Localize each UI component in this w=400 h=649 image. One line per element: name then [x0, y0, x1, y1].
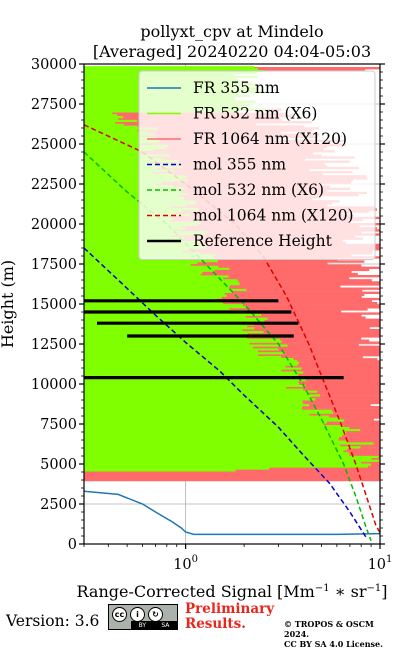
- y-tick-label: 10000: [31, 377, 77, 393]
- legend-box: [138, 70, 376, 260]
- y-tick-label: 25000: [31, 137, 77, 153]
- series-lines: [84, 124, 380, 542]
- y-tick-label: 17500: [31, 257, 77, 273]
- cc-sa-text: SA: [161, 621, 170, 629]
- cc-license-badge[interactable]: cc i ↻ BY SA: [108, 604, 178, 630]
- y-tick-label: 5000: [40, 457, 77, 473]
- preliminary-line-1: Preliminary: [185, 601, 275, 617]
- cc-by-text: BY: [138, 621, 147, 629]
- legend-entry: Reference Height: [193, 232, 333, 250]
- x-tick-label: 100: [173, 554, 198, 573]
- legend-entry: FR 532 nm (X6): [193, 105, 317, 123]
- series-line-mol-1064-nm-x120: [84, 124, 380, 534]
- copyright-notice: © TROPOS & OSCM 2024. CC BY SA 4.0 Licen…: [284, 619, 400, 649]
- y-tick-label: 0: [68, 537, 77, 553]
- legend: FR 355 nm FR 532 nm (X6) FR 1064 nm (X120)…: [138, 70, 376, 260]
- x-tick-label: 101: [368, 554, 393, 573]
- sa-share-icon: ↻: [148, 606, 163, 622]
- by-person-icon: i: [130, 606, 145, 622]
- y-tick-label: 20000: [31, 217, 77, 233]
- legend-entry: mol 532 nm (X6): [193, 181, 324, 199]
- copyright-line-2: CC BY SA 4.0 License.: [284, 639, 383, 649]
- y-tick-label: 22500: [31, 177, 77, 193]
- y-tick-label: 15000: [31, 297, 77, 313]
- version-label: Version: 3.6: [6, 612, 100, 630]
- y-tick-label: 30000: [31, 57, 77, 73]
- chart-title: pollyxt_cpv at Mindelo: [140, 22, 323, 41]
- y-axis-label: Height (m): [0, 260, 17, 348]
- series-line-mol-355-nm: [84, 247, 367, 539]
- series-line-mol-532-nm-x6: [84, 151, 372, 542]
- cc-icon: cc: [112, 606, 127, 622]
- y-axis: 0 2500 5000 7500 10000 12500 15000 17500 20000 22…: [31, 57, 385, 553]
- legend-entry: mol 355 nm: [193, 156, 286, 174]
- y-tick-label: 2500: [40, 497, 77, 513]
- y-tick-label: 7500: [40, 417, 77, 433]
- copyright-line-1: © TROPOS & OSCM 2024.: [284, 619, 374, 639]
- series-line-fr-355-nm: [84, 490, 380, 536]
- legend-entry: mol 1064 nm (X120): [193, 207, 354, 225]
- chart-subtitle: [Averaged] 20240220 04:04-05:03: [93, 42, 371, 61]
- x-axis: 100 101: [83, 544, 393, 573]
- y-tick-label: 12500: [31, 337, 77, 353]
- preliminary-line-2: Results.: [185, 616, 246, 632]
- x-axis-label: Range-Corrected Signal [Mm−1 ∗ sr−1]: [76, 582, 387, 601]
- y-tick-label: 27500: [31, 97, 77, 113]
- legend-entry: FR 1064 nm (X120): [193, 130, 347, 148]
- legend-entry: FR 355 nm: [193, 79, 280, 97]
- preliminary-notice: Preliminary Results.: [185, 602, 274, 632]
